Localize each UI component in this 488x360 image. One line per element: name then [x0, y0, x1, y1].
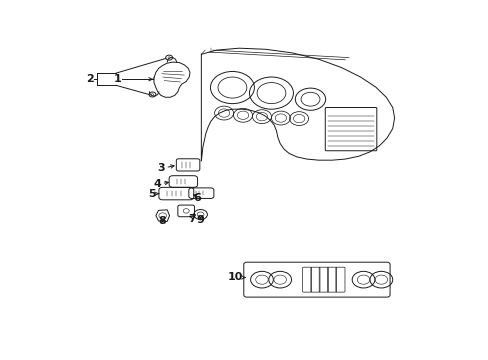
Text: 3: 3	[158, 163, 165, 174]
Text: 9: 9	[196, 215, 204, 225]
Text: 1: 1	[113, 74, 121, 84]
Text: 5: 5	[148, 189, 156, 199]
Text: 2: 2	[85, 74, 93, 84]
Text: 7: 7	[188, 214, 196, 224]
Text: 10: 10	[227, 273, 243, 283]
Text: 4: 4	[154, 179, 162, 189]
Text: 8: 8	[159, 216, 166, 226]
Text: 6: 6	[192, 193, 201, 203]
